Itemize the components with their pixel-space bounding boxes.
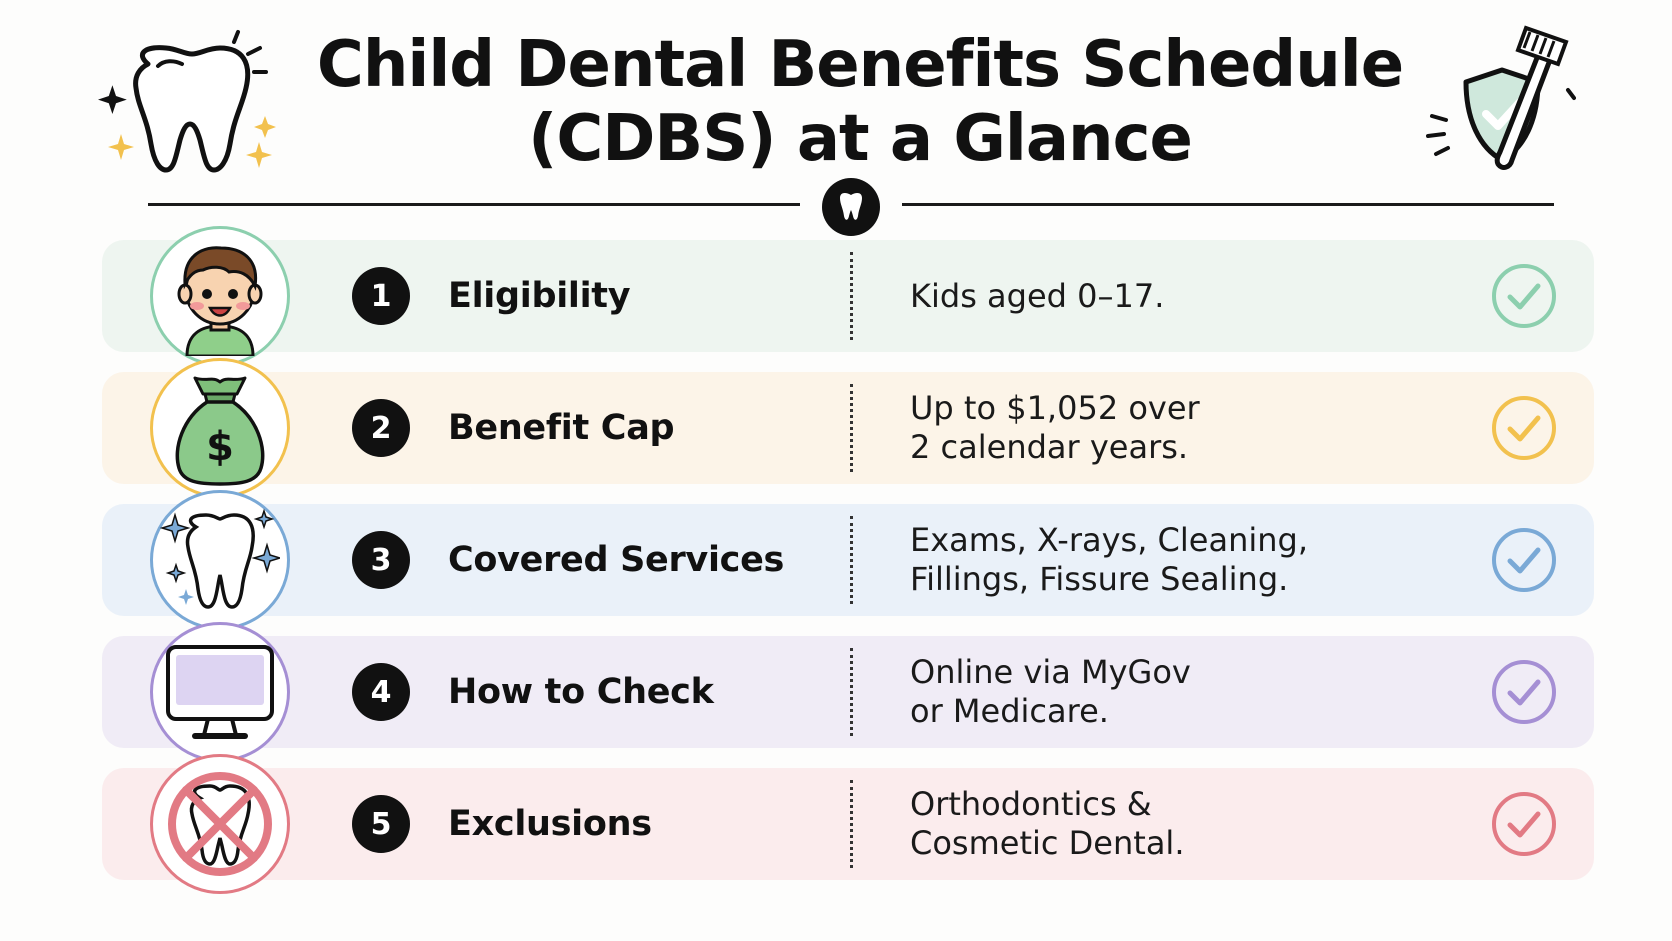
row-description: Orthodontics & Cosmetic Dental.	[910, 768, 1430, 880]
row-description: Exams, X-rays, Cleaning, Fillings, Fissur…	[910, 504, 1430, 616]
child-face-icon	[150, 226, 290, 366]
description-line: Exams, X-rays, Cleaning,	[910, 521, 1309, 559]
dotted-separator	[850, 252, 853, 340]
description-line: Fillings, Fissure Sealing.	[910, 560, 1289, 598]
description-line: 2 calendar years.	[910, 428, 1189, 466]
shield-toothbrush-icon	[1426, 25, 1576, 170]
page-title: Child Dental Benefits Schedule (CDBS) at…	[300, 28, 1420, 176]
row-label: Covered Services	[448, 540, 785, 580]
benefit-row: 3 Covered Services Exams, X-rays, Cleaning…	[102, 490, 1594, 630]
description-line: Cosmetic Dental.	[910, 824, 1185, 862]
row-description: Up to $1,052 over 2 calendar years.	[910, 372, 1430, 484]
tooth-sparkle-icon	[98, 30, 276, 173]
dotted-separator	[850, 780, 853, 868]
description-line: or Medicare.	[910, 692, 1109, 730]
title-line-1: Child Dental Benefits Schedule	[316, 28, 1404, 102]
row-number-badge: 5	[352, 795, 410, 853]
row-number-badge: 2	[352, 399, 410, 457]
tooth-icon	[840, 193, 862, 220]
row-number-badge: 4	[352, 663, 410, 721]
checkmark-icon	[1492, 792, 1556, 856]
clean-tooth-icon	[150, 490, 290, 630]
money-bag-icon: $	[150, 358, 290, 498]
benefit-row: 1 Eligibility Kids aged 0–17.	[102, 226, 1594, 366]
benefit-row: 4 How to Check Online via MyGov or Medicare…	[102, 622, 1594, 762]
dotted-separator	[850, 384, 853, 472]
benefit-row: $ 2 Benefit Cap Up to $1,052 over 2 calenda…	[102, 358, 1594, 498]
checkmark-icon	[1492, 660, 1556, 724]
checkmark-icon	[1492, 396, 1556, 460]
row-number-badge: 3	[352, 531, 410, 589]
row-label: Eligibility	[448, 276, 631, 316]
description-line: Up to $1,052 over	[910, 389, 1200, 427]
divider-left	[148, 203, 800, 206]
dotted-separator	[850, 648, 853, 736]
description-line: Kids aged 0–17.	[910, 276, 1165, 315]
row-label: Benefit Cap	[448, 408, 675, 448]
computer-monitor-icon	[150, 622, 290, 762]
svg-text:$: $	[206, 424, 234, 470]
benefit-row: 5 Exclusions Orthodontics & Cosmetic Dental…	[102, 754, 1594, 894]
dotted-separator	[850, 516, 853, 604]
row-description: Kids aged 0–17.	[910, 240, 1430, 352]
description-line: Online via MyGov	[910, 653, 1191, 691]
row-label: How to Check	[448, 672, 714, 712]
row-number-badge: 1	[352, 267, 410, 325]
checkmark-icon	[1492, 264, 1556, 328]
description-line: Orthodontics &	[910, 785, 1152, 823]
divider-right	[902, 203, 1554, 206]
divider-badge	[822, 178, 880, 236]
row-description: Online via MyGov or Medicare.	[910, 636, 1430, 748]
no-tooth-icon	[150, 754, 290, 894]
row-label: Exclusions	[448, 804, 652, 844]
checkmark-icon	[1492, 528, 1556, 592]
title-line-2: (CDBS) at a Glance	[528, 102, 1193, 176]
